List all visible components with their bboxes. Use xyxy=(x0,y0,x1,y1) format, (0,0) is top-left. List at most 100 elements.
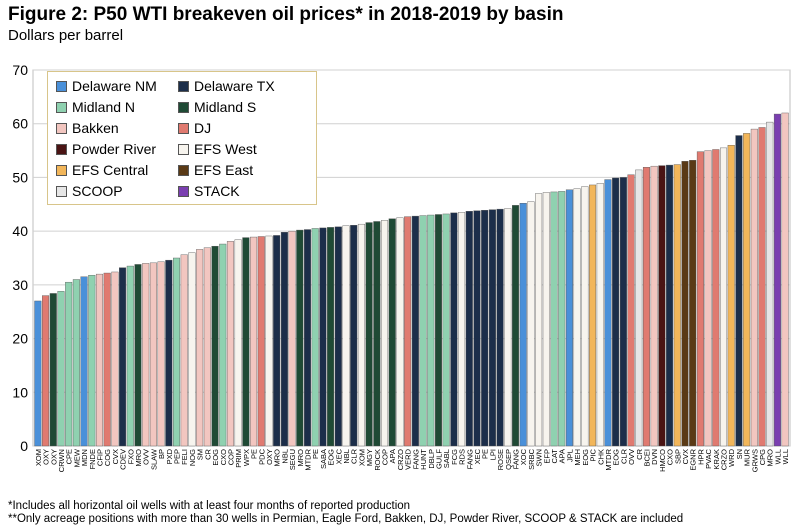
bar xyxy=(88,274,96,447)
bar xyxy=(735,135,743,447)
bar xyxy=(103,272,111,447)
bar xyxy=(134,264,142,447)
x-tick-label: NOG xyxy=(188,449,197,466)
legend-label: Midland N xyxy=(72,99,136,115)
bar xyxy=(211,245,219,447)
bar xyxy=(458,212,466,447)
x-tick-label: FANG xyxy=(512,449,521,470)
x-tick-label: MEH xyxy=(573,449,582,466)
x-tick-label: CDEV xyxy=(119,449,128,470)
legend-swatch xyxy=(56,143,67,155)
bar xyxy=(288,230,296,447)
y-tick-label: 60 xyxy=(12,116,28,132)
x-tick-label: FELI xyxy=(180,449,189,465)
legend-swatch xyxy=(56,164,67,176)
bar xyxy=(604,179,612,447)
x-tick-label: MRO xyxy=(296,449,305,467)
x-tick-label: BP xyxy=(157,449,166,459)
legend-item: EFS Central xyxy=(56,162,148,178)
bar xyxy=(565,189,573,447)
x-tick-label: EOG xyxy=(581,449,590,466)
bar xyxy=(42,295,50,447)
bar xyxy=(388,218,396,447)
bar xyxy=(65,281,73,447)
legend-item: Midland N xyxy=(56,99,135,115)
x-tick-label: FCG xyxy=(450,449,459,465)
legend-item: Bakken xyxy=(56,120,119,136)
x-tick-label: CAT xyxy=(550,449,559,464)
bar xyxy=(635,169,643,447)
bar xyxy=(57,291,65,447)
bar xyxy=(203,247,211,447)
x-tick-label: CPE xyxy=(65,449,74,464)
bar xyxy=(334,226,342,447)
x-tick-label: KRAK xyxy=(712,449,721,469)
x-tick-label: XEC xyxy=(334,448,343,464)
x-tick-label: EOG xyxy=(327,449,336,466)
legend-item: EFS East xyxy=(178,162,253,178)
x-tick-label: HUNT xyxy=(419,449,428,470)
bar xyxy=(280,232,288,447)
x-tick-label: FNDE xyxy=(88,449,97,469)
bar xyxy=(465,211,473,447)
bar xyxy=(196,249,204,447)
x-tick-label: SBP xyxy=(673,449,682,464)
bar xyxy=(373,221,381,447)
bar xyxy=(219,243,227,447)
legend-item: Delaware TX xyxy=(178,78,275,94)
bar xyxy=(650,165,658,447)
x-tick-label: PIC xyxy=(589,448,598,461)
bar xyxy=(558,191,566,447)
bar xyxy=(666,164,674,447)
bar xyxy=(149,262,157,447)
bar xyxy=(357,223,365,447)
x-tick-label: VERD xyxy=(404,448,413,469)
bar xyxy=(350,225,358,447)
x-tick-label: MGY xyxy=(365,449,374,466)
x-tick-label: XEC xyxy=(473,448,482,464)
x-tick-label: CR xyxy=(635,448,644,459)
x-tick-label: FXO xyxy=(126,449,135,465)
bar xyxy=(450,212,458,447)
x-tick-label: SABL xyxy=(442,449,451,468)
x-tick-label: MDN xyxy=(80,449,89,466)
legend-swatch xyxy=(56,80,67,92)
x-tick-label: OXY xyxy=(42,449,51,465)
legend-label: Delaware TX xyxy=(194,78,275,94)
x-tick-label: PE xyxy=(481,449,490,459)
bar xyxy=(550,191,558,447)
x-tick-label: SN xyxy=(735,449,744,459)
x-tick-label: PVAC xyxy=(704,448,713,468)
x-tick-label: SM xyxy=(196,449,205,460)
bar xyxy=(527,201,535,447)
x-tick-label: SEGU xyxy=(288,449,297,470)
bar xyxy=(612,177,620,447)
x-tick-label: CPG xyxy=(758,449,767,465)
x-tick-label: CHK xyxy=(596,449,605,465)
y-tick-label: 10 xyxy=(12,384,28,400)
x-tick-label: WLL xyxy=(781,449,790,464)
x-tick-label: CRZO xyxy=(396,449,405,470)
bar xyxy=(758,127,766,447)
x-tick-label: EGNR xyxy=(689,448,698,470)
x-tick-label: EOG xyxy=(211,449,220,466)
legend-label: Midland S xyxy=(194,99,257,115)
legend-item: STACK xyxy=(178,183,240,199)
x-tick-label: MTDR xyxy=(604,448,613,470)
x-tick-label: PE xyxy=(250,449,259,459)
bar xyxy=(95,273,103,447)
bar xyxy=(257,236,265,447)
y-tick-label: 30 xyxy=(12,277,28,293)
bar xyxy=(296,229,304,447)
bar xyxy=(180,254,188,447)
legend-item: SCOOP xyxy=(56,183,123,199)
x-tick-label: PDC xyxy=(257,448,266,464)
x-tick-label: OVV xyxy=(142,449,151,465)
bar xyxy=(250,236,258,447)
bar xyxy=(727,144,735,447)
bar xyxy=(72,279,80,447)
y-tick-label: 20 xyxy=(12,331,28,347)
footnote-2: **Only acreage positions with more than … xyxy=(8,513,684,525)
x-tick-label: PXD xyxy=(165,448,174,464)
bar xyxy=(411,215,419,447)
